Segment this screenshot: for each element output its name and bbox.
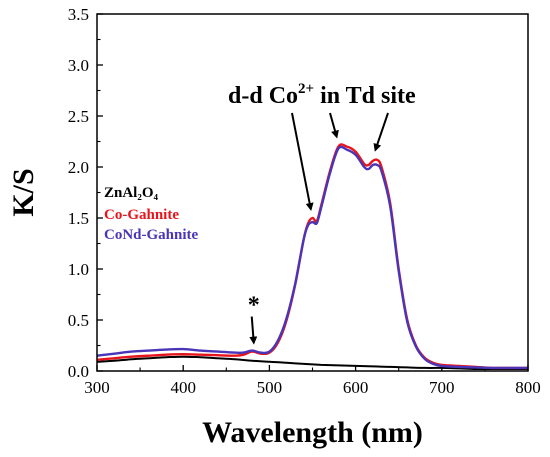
star-arrow: [249, 316, 258, 345]
y-tick-label: 1.5: [68, 209, 89, 228]
ticks-layer: 300 400 500 600 700 800 0.0 0.5 1.0 1.5 2.0 2.5 3.0 3…: [68, 5, 541, 397]
legend-entry: Co-Gahnite: [104, 207, 179, 223]
x-tick-label: 600: [343, 378, 369, 397]
y-tick-label: 2.0: [68, 158, 89, 177]
annotation-text: d-d Co2+ in Td site: [228, 81, 416, 109]
y-tick-label: 3.5: [68, 5, 89, 24]
annotation-arrow: [373, 112, 389, 152]
annotation-arrow: [291, 112, 314, 211]
x-tick-label: 800: [515, 378, 541, 397]
y-tick-label: 0.5: [68, 311, 89, 330]
y-tick-label: 3.0: [68, 56, 89, 75]
annotation: d-d Co2+ in Td site *: [228, 81, 416, 345]
x-axis-title: Wavelength (nm): [202, 416, 423, 449]
x-tick-label: 500: [257, 378, 283, 397]
annotation-arrow: [329, 112, 339, 139]
plot-frame: [96, 13, 529, 372]
x-tick-label: 300: [84, 378, 110, 397]
y-tick-label: 0.0: [68, 362, 89, 381]
y-tick-label: 2.5: [68, 107, 89, 126]
legend: ZnAl₂O₄ Co-Gahnite CoNd-Gahnite: [104, 185, 199, 243]
series-line-2: [96, 145, 528, 370]
y-tick-label: 1.0: [68, 260, 89, 279]
series-layer: [96, 143, 528, 370]
x-tick-label: 700: [429, 378, 455, 397]
legend-entry: ZnAl₂O₄: [104, 185, 159, 201]
legend-entry: CoNd-Gahnite: [104, 227, 199, 243]
series-line-1: [96, 143, 528, 370]
y-axis-title: K/S: [7, 168, 40, 216]
series-line-0: [96, 355, 528, 370]
star-marker: *: [248, 293, 260, 319]
x-tick-label: 400: [170, 378, 196, 397]
